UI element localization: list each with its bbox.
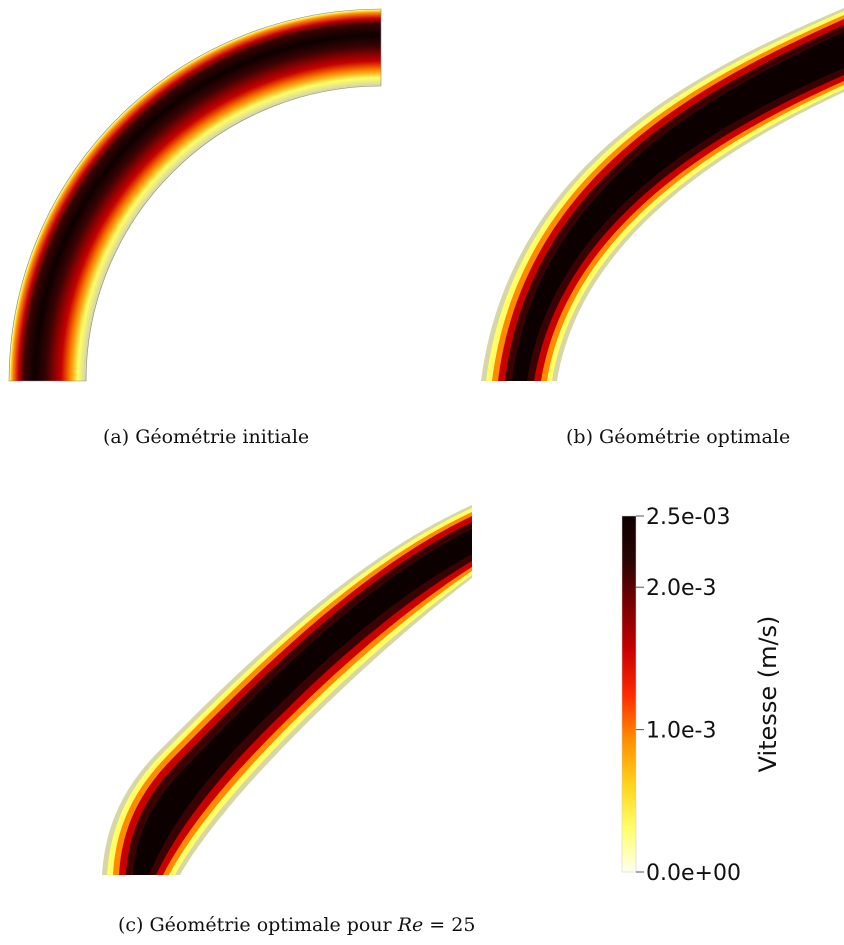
colorbar-tick-label-2: 1.0e-3	[646, 719, 716, 744]
panel-c-optimal-geometry-re25	[102, 505, 472, 875]
colorbar: 2.5e-03 2.0e-3 1.0e-3 0.0e+00 Vitesse (m/s)	[621, 505, 782, 886]
colorbar-title: Vitesse (m/s)	[754, 616, 782, 773]
caption-c-math-var: Re	[397, 914, 424, 936]
colorbar-tick-label-0: 2.5e-03	[646, 505, 730, 530]
caption-a: (a) Géométrie initiale	[103, 426, 310, 448]
velocity-field-a	[8, 8, 382, 382]
caption-b: (b) Géométrie optimale	[566, 426, 791, 448]
caption-c-text: (c) Géométrie optimale pour	[118, 914, 398, 936]
caption-c-math-rest: = 25	[423, 914, 476, 936]
caption-c: (c) Géométrie optimale pour Re = 25	[118, 914, 475, 936]
colorbar-gradient	[621, 515, 637, 873]
colorbar-tick-label-3: 0.0e+00	[646, 861, 741, 886]
colorbar-tick-label-1: 2.0e-3	[646, 576, 716, 601]
panel-b-optimal-geometry	[481, 8, 844, 381]
panel-a-initial-geometry	[8, 8, 382, 382]
